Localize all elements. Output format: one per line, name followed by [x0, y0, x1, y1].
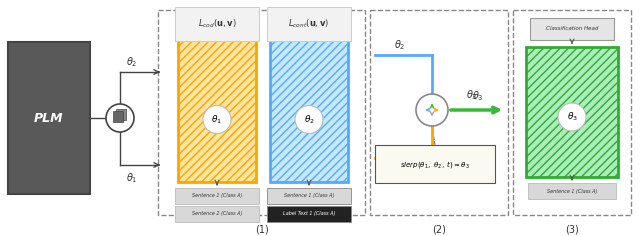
Bar: [267, 206, 351, 222]
Bar: [267, 7, 351, 41]
Circle shape: [106, 104, 134, 132]
Circle shape: [558, 103, 586, 131]
Text: Sentence 1 (Class A): Sentence 1 (Class A): [284, 194, 334, 198]
Text: Sentence 1 (Class A): Sentence 1 (Class A): [547, 189, 597, 194]
Text: $\theta_1$: $\theta_1$: [126, 171, 138, 185]
Bar: [116, 109, 126, 120]
Text: $L_{cont}(\mathbf{u}, \mathbf{v})$: $L_{cont}(\mathbf{u}, \mathbf{v})$: [289, 18, 330, 30]
Text: $\theta_2$: $\theta_2$: [126, 55, 138, 69]
Text: Label Text 1 (Class A): Label Text 1 (Class A): [283, 211, 335, 216]
Bar: [113, 111, 123, 122]
Text: Classification Head: Classification Head: [546, 26, 598, 31]
Bar: [158, 10, 365, 215]
Bar: [175, 188, 259, 204]
Text: Sentence 1 (Class A): Sentence 1 (Class A): [192, 194, 242, 198]
Circle shape: [203, 105, 231, 134]
Bar: [526, 47, 618, 177]
Bar: [370, 10, 508, 215]
Text: (3): (3): [565, 224, 579, 234]
Bar: [513, 10, 631, 215]
Text: $\theta_1$: $\theta_1$: [211, 113, 223, 126]
Text: $\theta_2$: $\theta_2$: [303, 113, 314, 126]
Text: $\theta_2$: $\theta_2$: [394, 38, 406, 52]
Bar: [528, 183, 616, 199]
Bar: [267, 188, 351, 204]
Circle shape: [295, 105, 323, 134]
Text: $\theta_3$: $\theta_3$: [466, 88, 478, 102]
Bar: [175, 206, 259, 222]
Text: $L_{cod}(\mathbf{u}, \mathbf{v})$: $L_{cod}(\mathbf{u}, \mathbf{v})$: [198, 18, 237, 30]
Text: $slerp(\theta_1,\ \theta_2,\ t) = \theta_3$: $slerp(\theta_1,\ \theta_2,\ t) = \theta…: [400, 159, 470, 169]
Text: $\theta_1$: $\theta_1$: [394, 163, 406, 177]
Text: (2): (2): [432, 224, 446, 234]
Bar: [270, 37, 348, 182]
Text: $\theta_3$: $\theta_3$: [566, 111, 577, 123]
Bar: [175, 7, 259, 41]
Circle shape: [416, 94, 448, 126]
Bar: [530, 18, 614, 40]
Text: $\theta_3$: $\theta_3$: [472, 89, 484, 103]
Bar: [375, 145, 495, 183]
Text: PLM: PLM: [34, 111, 64, 125]
Bar: [8, 42, 90, 194]
Bar: [178, 37, 256, 182]
Text: Sentence 2 (Class A): Sentence 2 (Class A): [192, 211, 242, 216]
Text: (1): (1): [255, 224, 268, 234]
